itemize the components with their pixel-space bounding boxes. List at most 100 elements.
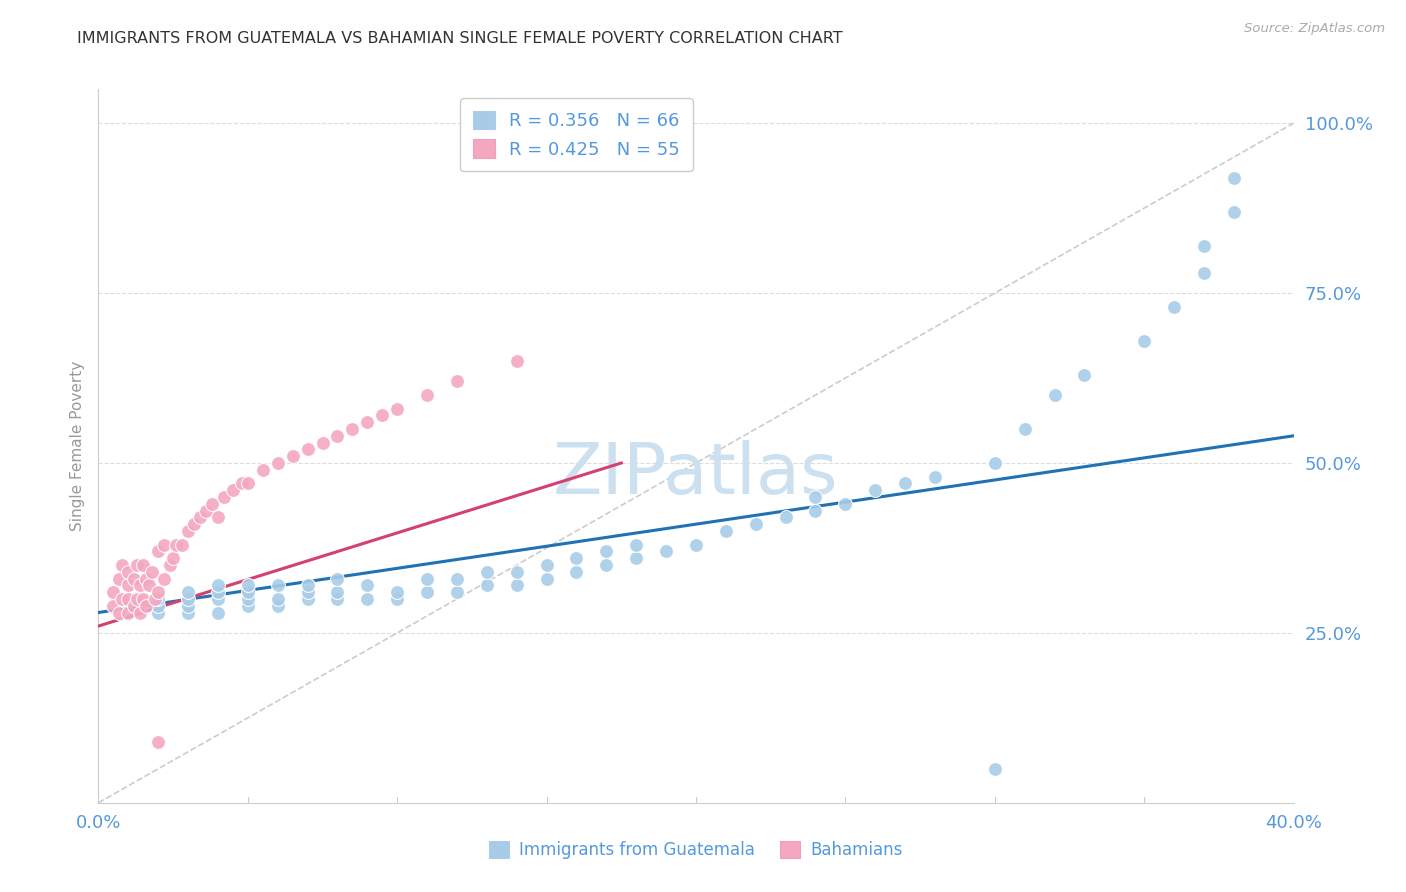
Point (207, 591, 229, 606)
Point (212, 490, 235, 504)
Point (236, 585, 259, 599)
Point (984, 762, 1007, 776)
Point (745, 517, 768, 532)
Y-axis label: Single Female Poverty: Single Female Poverty (69, 361, 84, 531)
Point (416, 388, 439, 402)
Point (117, 606, 139, 620)
Point (177, 524, 200, 538)
Point (865, 483, 887, 498)
Point (1192, 238, 1215, 252)
Point (201, 497, 224, 511)
Text: IMMIGRANTS FROM GUATEMALA VS BAHAMIAN SINGLE FEMALE POVERTY CORRELATION CHART: IMMIGRANTS FROM GUATEMALA VS BAHAMIAN SI… (77, 31, 844, 46)
Point (135, 599, 157, 613)
Point (326, 572, 349, 586)
Point (236, 599, 259, 613)
Point (117, 565, 139, 579)
Point (1014, 422, 1036, 436)
Point (207, 606, 229, 620)
Point (536, 558, 558, 572)
Point (326, 429, 349, 443)
Point (177, 591, 200, 606)
Point (195, 503, 218, 517)
Point (236, 476, 259, 491)
Point (1073, 368, 1095, 382)
Point (565, 551, 588, 566)
Point (685, 537, 707, 551)
Point (834, 497, 856, 511)
Point (655, 544, 678, 558)
Point (804, 503, 827, 517)
Point (297, 442, 319, 457)
Point (595, 558, 617, 572)
Point (153, 537, 176, 551)
Point (267, 456, 290, 470)
Point (311, 435, 333, 450)
Point (281, 449, 304, 463)
Point (475, 578, 498, 592)
Point (1163, 300, 1185, 314)
Point (148, 599, 170, 613)
Point (127, 558, 149, 572)
Point (177, 606, 200, 620)
Point (108, 572, 131, 586)
Point (297, 578, 319, 592)
Point (132, 558, 155, 572)
Point (207, 510, 229, 524)
Point (1133, 334, 1156, 348)
Point (446, 585, 468, 599)
Point (103, 585, 125, 599)
Point (326, 591, 349, 606)
Point (371, 409, 394, 423)
Point (506, 565, 529, 579)
Point (984, 456, 1007, 470)
Point (775, 510, 797, 524)
Point (342, 422, 364, 436)
Point (148, 591, 170, 606)
Point (565, 565, 588, 579)
Point (595, 544, 617, 558)
Point (385, 585, 409, 599)
Point (111, 591, 134, 606)
Point (148, 606, 170, 620)
Point (138, 578, 160, 592)
Point (356, 415, 378, 429)
Point (172, 537, 194, 551)
Point (231, 476, 253, 491)
Point (297, 585, 319, 599)
Point (894, 476, 917, 491)
Point (924, 469, 946, 483)
Point (416, 585, 439, 599)
Point (117, 578, 139, 592)
Point (117, 591, 139, 606)
Point (385, 401, 409, 416)
Point (129, 578, 152, 592)
Legend: Immigrants from Guatemala, Bahamians: Immigrants from Guatemala, Bahamians (482, 834, 910, 866)
Point (536, 572, 558, 586)
Point (1192, 266, 1215, 280)
Point (385, 591, 409, 606)
Point (267, 591, 290, 606)
Text: Source: ZipAtlas.com: Source: ZipAtlas.com (1244, 22, 1385, 36)
Point (236, 591, 259, 606)
Point (252, 463, 274, 477)
Point (714, 524, 737, 538)
Point (132, 591, 155, 606)
Point (326, 585, 349, 599)
Point (108, 606, 131, 620)
Point (506, 354, 529, 368)
Point (267, 599, 290, 613)
Point (356, 578, 378, 592)
Point (356, 591, 378, 606)
Point (165, 537, 187, 551)
Point (207, 578, 229, 592)
Point (183, 517, 205, 532)
Point (129, 606, 152, 620)
Point (475, 565, 498, 579)
Point (124, 572, 146, 586)
Point (446, 572, 468, 586)
Point (127, 591, 149, 606)
Point (267, 578, 290, 592)
Point (177, 599, 200, 613)
Point (626, 537, 648, 551)
Point (1223, 170, 1246, 185)
